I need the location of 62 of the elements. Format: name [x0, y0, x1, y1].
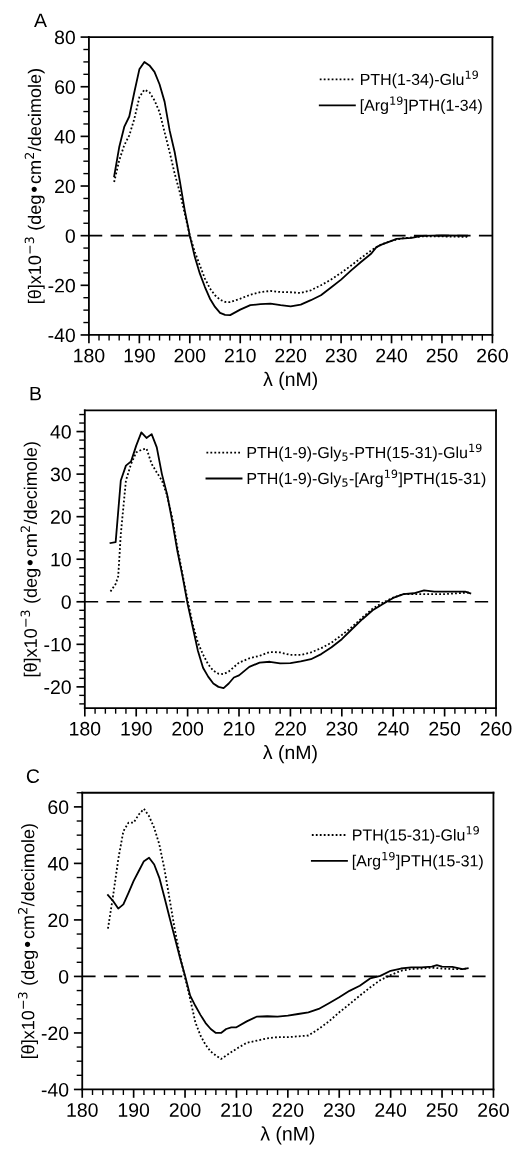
y-tick-label: 40 — [54, 129, 75, 144]
y-tick-label: 60 — [48, 800, 69, 815]
y-tick-label: 40 — [47, 856, 69, 871]
x-tick-label: 250 — [426, 1103, 458, 1117]
y-axis-title: [θ]x10$^{−3}$ (deg•cm$^{2}$/decimole) — [24, 69, 45, 303]
y-tick-label: 0 — [65, 229, 75, 243]
y-tick-label: -10 — [44, 637, 71, 652]
y-tick-label: -40 — [48, 328, 75, 343]
y-tick-label: -40 — [41, 1082, 69, 1097]
x-tick-label: 250 — [426, 348, 458, 363]
y-tick-label: 20 — [48, 913, 69, 928]
chart-title: C — [26, 769, 40, 783]
legend-label: PTH(1-9)-Gly$_{5}$-[Arg$^{19}$]PTH(15-31) — [247, 469, 486, 488]
x-tick-label: 260 — [478, 1103, 509, 1117]
x-tick-label: 210 — [223, 721, 255, 736]
x-tick-label: 200 — [174, 348, 206, 363]
x-tick-label: 240 — [375, 1103, 407, 1117]
x-tick-label: 220 — [275, 348, 307, 363]
legend-label: PTH(1-9)-Gly$_{5}$-PTH(15-31)-Glu$^{19}$ — [247, 443, 482, 462]
x-tick-label: 180 — [67, 1103, 98, 1117]
x-tick-label: 190 — [121, 721, 152, 736]
legend-label: [Arg$^{19}$]PTH(1-34) — [360, 96, 482, 115]
x-tick-label: 250 — [429, 721, 461, 736]
x-tick-label: 200 — [172, 721, 204, 736]
x-axis-title: λ (nM) — [260, 1126, 315, 1145]
x-tick-label: 240 — [377, 721, 409, 736]
chart-title: A — [34, 13, 47, 28]
y-axis-title: [θ]x10$^{−3}$ (deg•cm$^{2}$/decimole) — [20, 442, 41, 677]
x-tick-label: 190 — [118, 1103, 150, 1117]
legend-label: [Arg$^{19}$]PTH(15-31) — [352, 851, 483, 870]
x-tick-label: 180 — [70, 721, 101, 736]
x-axis-title: λ (nM) — [263, 371, 318, 390]
x-tick-label: 210 — [221, 1103, 252, 1117]
x-tick-label: 210 — [224, 348, 256, 363]
y-tick-label: 20 — [50, 510, 71, 524]
y-tick-label: -20 — [41, 1026, 69, 1041]
y-tick-label: 40 — [50, 425, 71, 439]
y-tick-label: -20 — [48, 278, 75, 293]
y-axis-title: [θ]x10$^{−3}$ (deg•cm$^{2}$/decimole) — [17, 824, 38, 1059]
x-tick-label: 200 — [169, 1103, 201, 1117]
x-tick-label: 230 — [326, 721, 358, 736]
y-tick-label: 20 — [55, 179, 75, 194]
chart-title: B — [30, 386, 41, 401]
x-tick-label: 220 — [272, 1103, 304, 1117]
x-tick-label: 260 — [480, 721, 512, 736]
y-tick-label: 30 — [50, 467, 71, 482]
legend-label: PTH(1-34)-Glu$^{19}$ — [360, 70, 478, 89]
x-tick-label: 190 — [124, 348, 155, 363]
y-tick-label: 80 — [54, 30, 75, 45]
y-tick-label: 10 — [51, 552, 71, 567]
y-tick-label: 0 — [58, 969, 69, 984]
x-axis-title: λ (nM) — [263, 745, 317, 764]
x-tick-label: 230 — [324, 1103, 355, 1117]
x-tick-label: 230 — [325, 348, 357, 363]
x-tick-label: 220 — [275, 721, 306, 736]
legend-label: PTH(15-31)-Glu$^{19}$ — [353, 826, 479, 844]
y-tick-label: -20 — [44, 680, 71, 695]
y-tick-label: 0 — [61, 595, 71, 610]
x-tick-label: 260 — [477, 348, 508, 363]
x-tick-label: 240 — [376, 348, 407, 363]
y-tick-label: 60 — [55, 80, 75, 94]
x-tick-label: 180 — [74, 348, 105, 363]
